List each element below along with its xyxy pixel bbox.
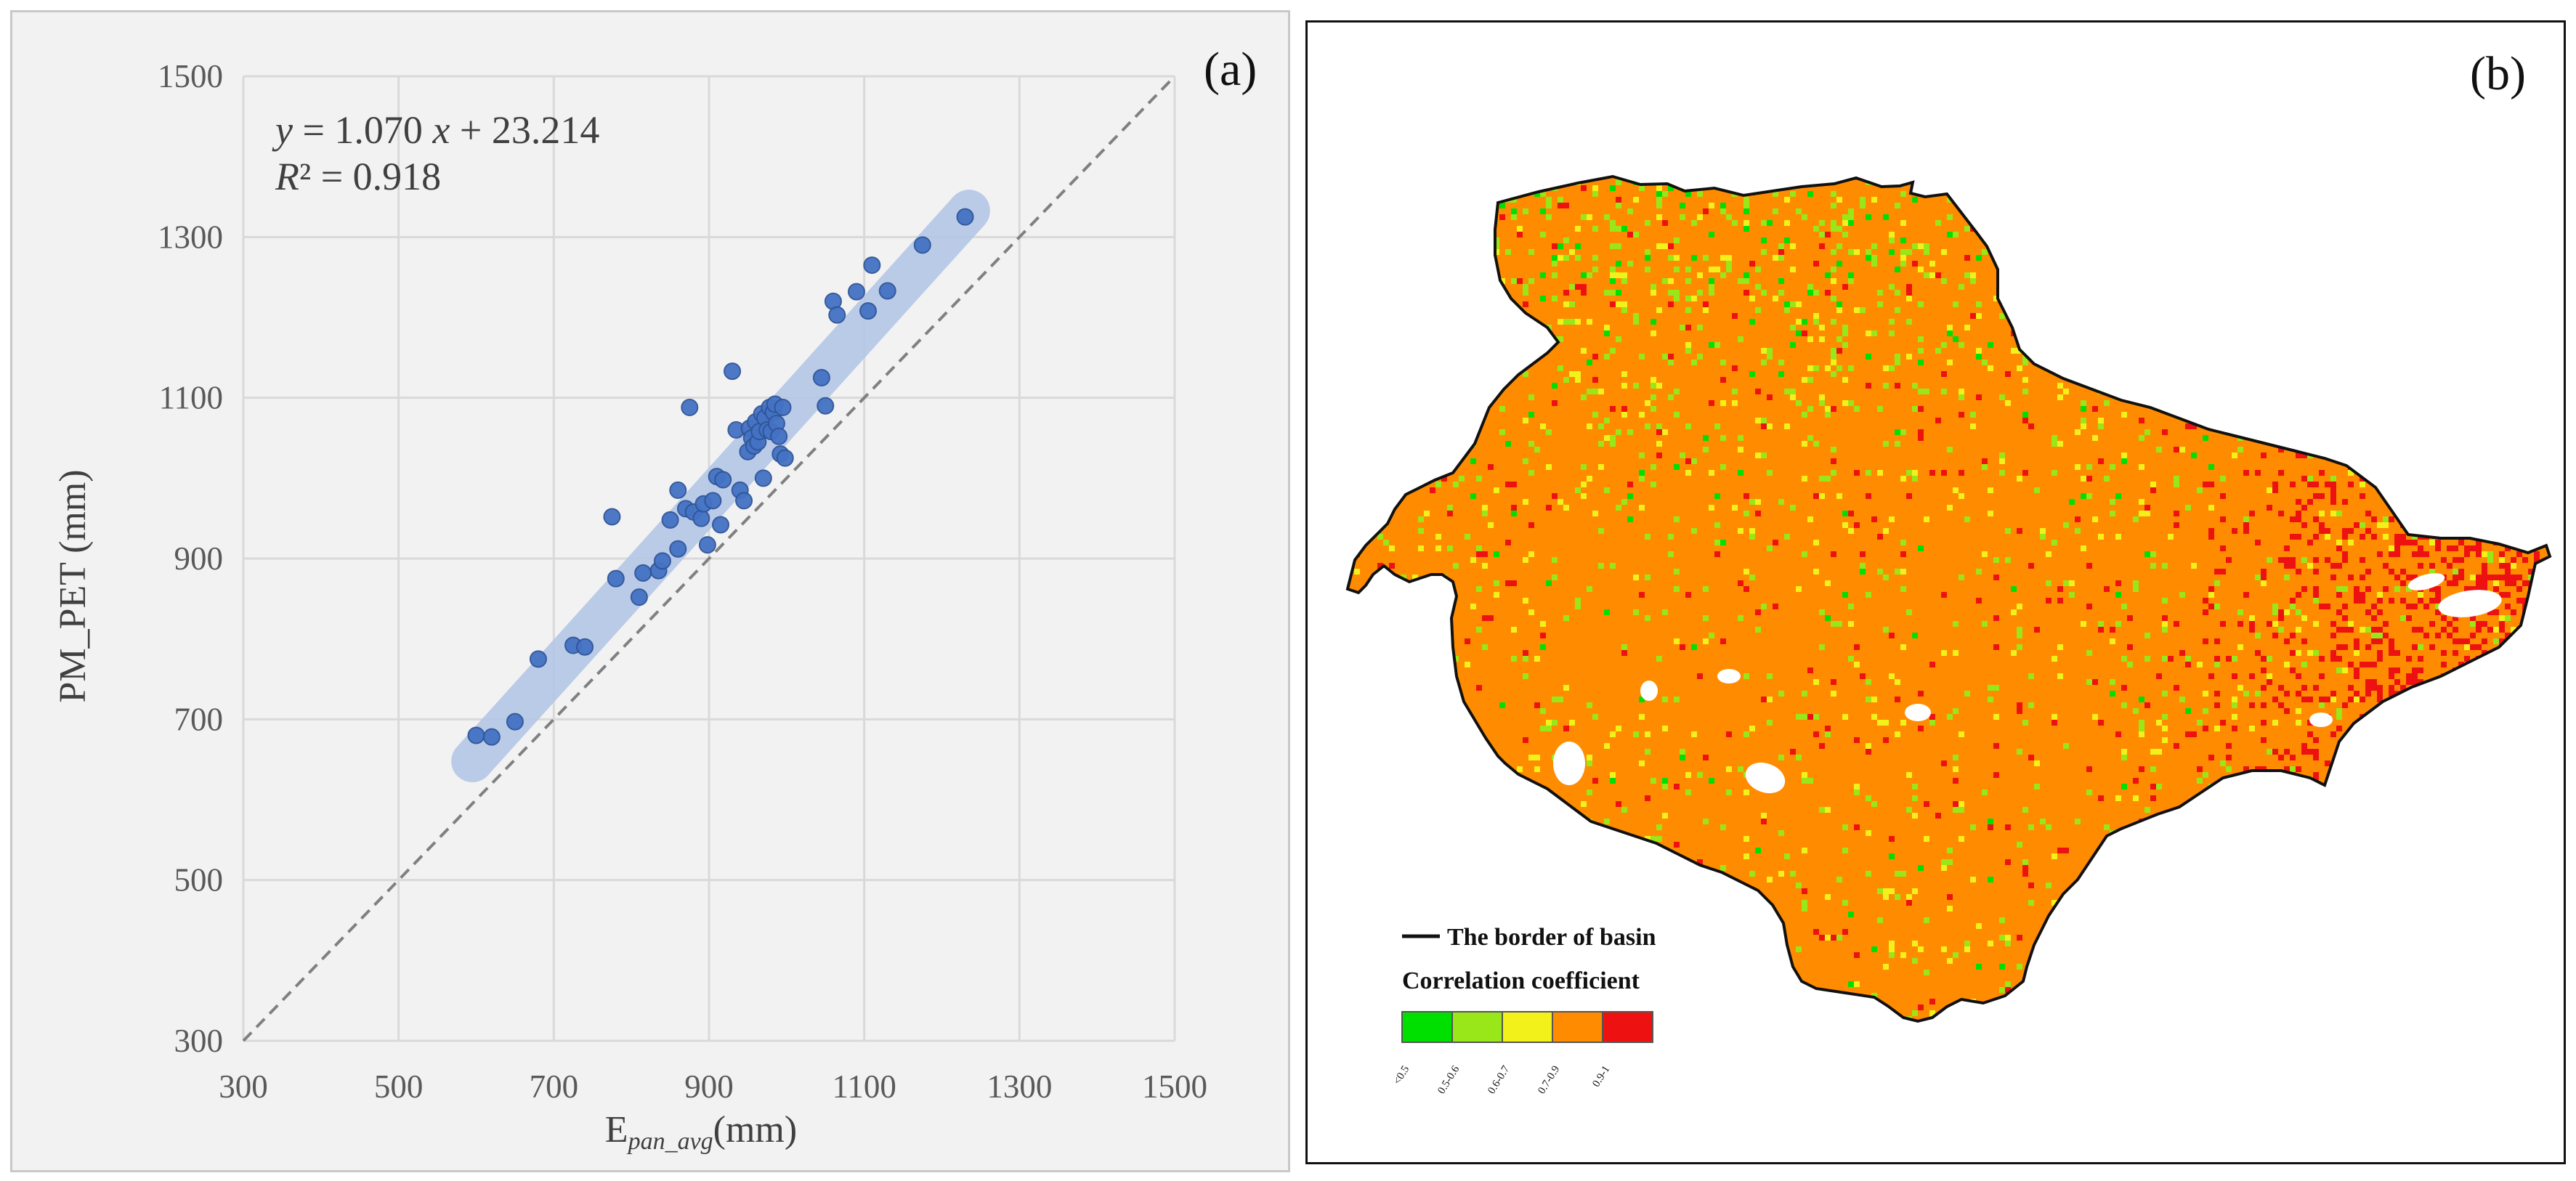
border-legend-label: The border of basin bbox=[1447, 924, 1656, 951]
scatter-point bbox=[913, 236, 931, 254]
basin-border bbox=[1345, 174, 2552, 1023]
scatter-point bbox=[812, 369, 830, 386]
legend-swatch bbox=[1502, 1011, 1553, 1043]
equation-equals: = 1.070 bbox=[293, 108, 432, 152]
no-data-patch bbox=[1553, 742, 1585, 785]
x-axis-title-subscript: pan_avg bbox=[627, 1128, 713, 1155]
y-tick-label: 700 bbox=[174, 701, 224, 737]
correlation-legend: <0.5 0.5-0.6 0.6-0.7 0.7-0.9 0.9-1 bbox=[1391, 1011, 1653, 1097]
scatter-point bbox=[576, 638, 594, 656]
regression-equation: y = 1.070 x + 23.214 bbox=[272, 108, 599, 152]
equation-x-symbol: x bbox=[432, 108, 450, 152]
scatter-point bbox=[698, 536, 716, 554]
scatter-point bbox=[692, 509, 710, 527]
no-data-patch bbox=[1745, 762, 1786, 794]
scatter-point bbox=[634, 564, 652, 582]
panel-b-label: (b) bbox=[2470, 47, 2526, 100]
y-axis-title: PM_PET (mm) bbox=[52, 469, 94, 702]
scatter-point bbox=[669, 481, 687, 499]
legend-class-label: <0.5 bbox=[1391, 1064, 1411, 1087]
no-data-patch bbox=[2309, 713, 2333, 727]
x-axis-title-unit: (mm) bbox=[713, 1109, 798, 1150]
correlation-map: (b) The border of basin Correlation coef… bbox=[1345, 47, 2552, 1097]
x-tick-label: 500 bbox=[374, 1068, 424, 1105]
legend-swatch bbox=[1401, 1011, 1453, 1043]
scatter-point bbox=[704, 492, 722, 510]
scatter-point bbox=[506, 713, 524, 731]
scatter-point bbox=[776, 449, 794, 467]
x-tick-label: 1300 bbox=[987, 1068, 1052, 1105]
no-data-patch bbox=[1640, 681, 1658, 701]
legend-class-label: 0.6-0.7 bbox=[1486, 1063, 1512, 1096]
legend-swatch bbox=[1602, 1011, 1653, 1043]
panel-a-label: (a) bbox=[1204, 43, 1257, 96]
scatter-point bbox=[878, 282, 896, 300]
scatter-point bbox=[467, 726, 485, 744]
scatter-point bbox=[724, 362, 742, 381]
scatter-point bbox=[653, 552, 671, 570]
legend-swatch bbox=[1552, 1011, 1603, 1043]
y-tick-label: 1100 bbox=[159, 380, 223, 416]
scatter-point bbox=[863, 256, 881, 275]
y-tick-label: 300 bbox=[174, 1023, 224, 1059]
scatter-chart-panel: 300 500 700 900 1100 1300 1500 300 500 700 900 1100… bbox=[10, 10, 1290, 1172]
legend-class-label: 0.5-0.6 bbox=[1435, 1063, 1462, 1096]
scatter-point bbox=[859, 302, 878, 320]
scatter-point bbox=[482, 728, 501, 746]
scatter-point bbox=[669, 540, 687, 558]
x-axis-title-main: E bbox=[605, 1109, 628, 1150]
y-tick-label: 900 bbox=[174, 540, 224, 577]
x-tick-label: 1500 bbox=[1142, 1068, 1207, 1105]
scatter-point bbox=[630, 588, 648, 606]
equation-intercept: + 23.214 bbox=[450, 108, 599, 152]
no-data-patch bbox=[1905, 704, 1931, 721]
scatter-point bbox=[735, 492, 753, 510]
no-data-patch bbox=[1717, 669, 1741, 683]
data-points bbox=[467, 208, 974, 746]
scatter-point bbox=[956, 208, 974, 226]
scatter-point bbox=[754, 469, 772, 487]
scatter-chart: 300 500 700 900 1100 1300 1500 300 500 700 900 1100… bbox=[52, 43, 1257, 1155]
scatter-point bbox=[847, 283, 865, 301]
scatter-point bbox=[603, 508, 621, 526]
scatter-point bbox=[770, 427, 788, 445]
axis-ticks: 300 500 700 900 1100 1300 1500 300 500 700 900 1100… bbox=[158, 58, 1207, 1105]
no-data-patch bbox=[1370, 363, 1419, 423]
x-tick-label: 700 bbox=[530, 1068, 579, 1105]
legend-class-label: 0.9-1 bbox=[1590, 1064, 1612, 1089]
correlation-map-panel: (b) The border of basin Correlation coef… bbox=[1305, 20, 2566, 1164]
scatter-point bbox=[712, 516, 730, 534]
no-data-patch bbox=[2407, 573, 2445, 590]
scatter-point bbox=[828, 306, 846, 324]
r-squared-label: R² = 0.918 bbox=[275, 155, 441, 198]
legend-class-label: 0.7-0.9 bbox=[1536, 1064, 1562, 1097]
legend-swatch bbox=[1451, 1011, 1503, 1043]
scatter-point bbox=[607, 569, 625, 588]
x-tick-label: 900 bbox=[684, 1068, 734, 1105]
scatter-point bbox=[529, 650, 547, 668]
x-axis-title: Epan_avg(mm) bbox=[605, 1109, 797, 1155]
r-squared-symbol: R bbox=[275, 155, 299, 198]
correlation-raster bbox=[1348, 176, 2550, 1021]
y-tick-label: 1500 bbox=[158, 58, 223, 94]
reference-line-1-1 bbox=[242, 75, 1176, 1042]
scatter-point bbox=[681, 398, 699, 416]
x-tick-label: 300 bbox=[219, 1068, 268, 1105]
y-tick-label: 1300 bbox=[158, 219, 223, 255]
scatter-point bbox=[774, 398, 792, 416]
no-data-patch bbox=[2438, 590, 2502, 617]
scatter-point bbox=[714, 471, 732, 489]
no-data-patch bbox=[1588, 898, 1608, 912]
scatter-point bbox=[661, 511, 679, 529]
equation-y-symbol: y bbox=[272, 108, 293, 152]
y-tick-label: 500 bbox=[174, 862, 224, 898]
scatter-point bbox=[817, 397, 835, 415]
correlation-legend-title: Correlation coefficient bbox=[1402, 967, 1640, 994]
one-to-one-line bbox=[242, 75, 1176, 1042]
x-tick-label: 1100 bbox=[832, 1068, 896, 1105]
no-data-patch bbox=[2492, 775, 2535, 795]
r-squared-value: ² = 0.918 bbox=[299, 155, 441, 198]
